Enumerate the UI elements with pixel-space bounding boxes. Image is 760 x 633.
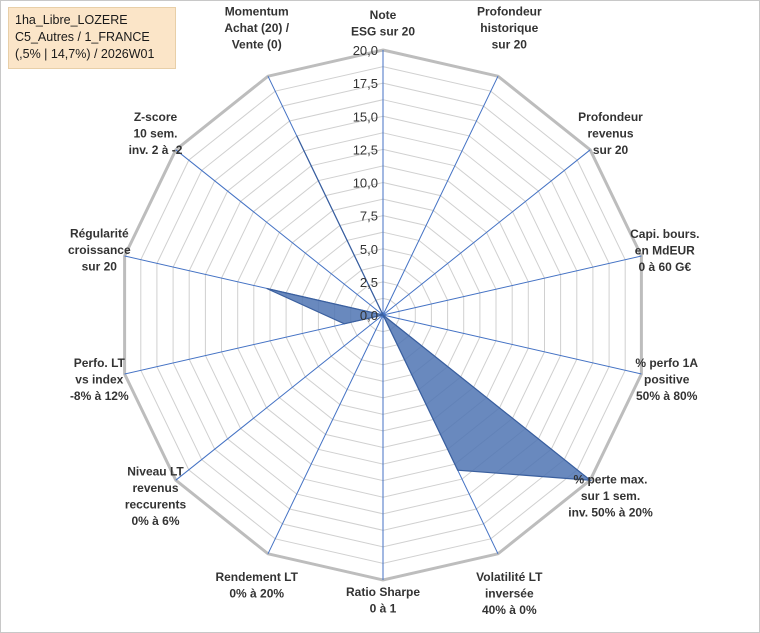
axis-spoke (175, 314, 384, 481)
r-tick-label: 7,5 (360, 209, 378, 224)
r-tick-label: 0,0 (360, 308, 378, 323)
title-line-2: C5_Autres / 1_FRANCE (15, 30, 150, 44)
axis-label: Z-score 10 sem. inv. 2 à -2 (129, 110, 183, 157)
title-line-3: (,5% | 14,7%) / 2026W01 (15, 47, 155, 61)
axis-spoke (267, 314, 384, 555)
axis-label: Niveau LT revenus reccurents 0% à 6% (125, 464, 187, 528)
data-series-area (266, 135, 593, 481)
axis-spoke (382, 75, 499, 316)
r-tick-label: 5,0 (360, 242, 378, 257)
axis-label: Profondeur historique sur 20 (477, 4, 542, 51)
axis-label: Perfo. LT vs index -8% à 12% (70, 356, 129, 403)
r-tick-label: 2,5 (360, 275, 378, 290)
axis-label: Momentum Achat (20) / Vente (0) (224, 4, 289, 51)
title-line-1: 1ha_Libre_LOZERE (15, 13, 128, 27)
axis-label: % perfo 1A positive 50% à 80% (635, 356, 698, 403)
axis-label: % perte max. sur 1 sem. inv. 50% à 20% (568, 473, 653, 520)
axis-spoke (382, 314, 642, 375)
r-tick-label: 20,0 (353, 43, 378, 58)
axis-spoke (382, 149, 591, 316)
r-tick-label: 15,0 (353, 109, 378, 124)
r-tick-label: 10,0 (353, 176, 378, 191)
chart-title-box: 1ha_Libre_LOZERE C5_Autres / 1_FRANCE (,… (8, 7, 176, 69)
axis-label: Capi. bours. en MdEUR 0 à 60 G€ (630, 227, 699, 274)
axis-label: Note ESG sur 20 (351, 8, 415, 39)
axis-spoke (382, 255, 642, 316)
axis-spoke (175, 149, 384, 316)
axis-label: Ratio Sharpe 0 à 1 (346, 585, 420, 616)
r-tick-label: 12,5 (353, 142, 378, 157)
axis-label: Profondeur revenus sur 20 (578, 110, 643, 157)
axis-label: Rendement LT 0% à 20% (215, 570, 298, 601)
axis-spoke (124, 314, 384, 375)
axis-label: Régularité croissance sur 20 (68, 227, 131, 274)
r-tick-label: 17,5 (353, 76, 378, 91)
axis-label: Volatilité LT inversée 40% à 0% (476, 570, 543, 617)
